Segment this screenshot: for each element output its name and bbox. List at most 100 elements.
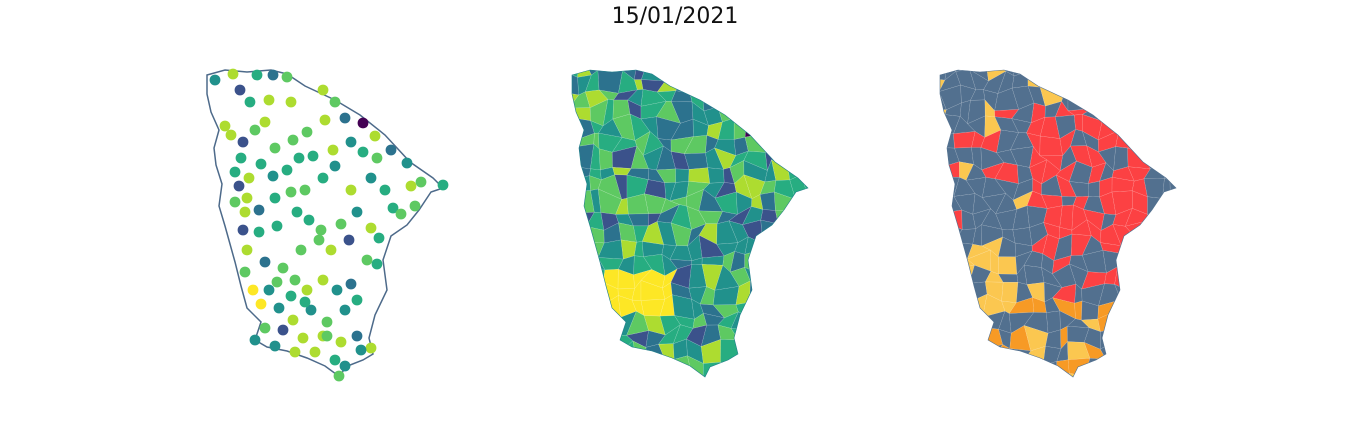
station-dot	[253, 226, 265, 238]
municipality-polygon	[560, 148, 571, 167]
municipality-polygon	[1153, 225, 1176, 245]
station-dot	[271, 276, 283, 288]
municipality-polygon	[772, 358, 796, 377]
municipality-polygon	[775, 324, 796, 351]
municipality-polygon	[1126, 269, 1151, 291]
municipality-polygon	[1074, 300, 1083, 321]
municipality-polygon	[764, 297, 779, 320]
municipality-polygon	[572, 323, 587, 345]
station-dot	[357, 146, 369, 158]
municipality-polygon	[774, 71, 795, 95]
station-dot	[371, 152, 383, 164]
municipality-polygon	[1147, 196, 1165, 215]
station-dot	[339, 304, 351, 316]
municipality-polygon	[617, 370, 633, 377]
municipality-polygon	[1139, 243, 1158, 255]
municipality-polygon	[1115, 310, 1131, 329]
station-dot	[233, 180, 245, 192]
municipality-polygon	[1139, 99, 1163, 121]
municipality-polygon	[1131, 235, 1147, 259]
station-dot	[327, 144, 339, 156]
municipality-polygon	[1001, 282, 1019, 303]
municipality-polygon	[756, 328, 778, 351]
municipality-polygon	[1109, 77, 1133, 94]
municipality-polygon	[745, 315, 766, 329]
municipality-polygon	[749, 297, 767, 321]
municipality-polygon	[1172, 87, 1176, 108]
municipality-polygon	[572, 323, 576, 345]
municipality-polygon	[775, 84, 797, 106]
municipality-polygon	[1111, 101, 1133, 122]
municipality-polygon	[665, 70, 682, 82]
municipality-polygon	[586, 311, 605, 334]
municipality-polygon	[941, 239, 961, 261]
municipality-polygon	[792, 101, 808, 125]
station-dot	[287, 314, 299, 326]
municipality-polygon	[792, 237, 808, 257]
municipality-polygon	[774, 263, 795, 288]
municipality-polygon	[572, 342, 590, 366]
station-dot	[219, 120, 231, 132]
municipality-polygon	[758, 100, 783, 123]
municipality-polygon	[572, 115, 575, 141]
municipality-polygon	[945, 268, 956, 281]
municipality-polygon	[1138, 72, 1163, 95]
municipality-polygon	[940, 369, 945, 377]
municipality-polygon	[951, 298, 977, 312]
municipality-polygon	[1038, 361, 1058, 377]
municipality-polygon	[1038, 370, 1060, 377]
municipality-polygon	[617, 355, 638, 372]
municipality-polygon	[940, 325, 948, 348]
municipality-polygon	[758, 77, 776, 93]
station-dot	[239, 266, 251, 278]
station-dot	[267, 69, 279, 81]
municipality-polygon	[583, 269, 606, 292]
municipality-polygon	[1129, 314, 1144, 329]
station-dot	[365, 172, 377, 184]
station-points-map	[195, 60, 455, 390]
station-dot	[234, 84, 246, 96]
municipality-polygon	[702, 361, 721, 377]
classified-municipal-map	[928, 60, 1188, 390]
station-dot	[209, 74, 221, 86]
station-dot	[281, 71, 293, 83]
municipality-polygon	[786, 144, 808, 171]
municipality-polygon	[1153, 70, 1176, 76]
municipality-polygon	[1171, 330, 1176, 342]
municipality-polygon	[1140, 327, 1157, 349]
municipality-polygon	[1114, 93, 1133, 106]
municipality-polygon	[777, 341, 796, 364]
municipality-polygon	[572, 176, 573, 194]
municipality-polygon	[733, 117, 747, 140]
municipality-polygon	[1140, 371, 1164, 377]
municipality-polygon	[785, 358, 808, 377]
interpolated-municipal-map	[560, 60, 820, 390]
station-dot	[255, 298, 267, 310]
municipality-polygon	[560, 296, 571, 313]
municipality-polygon	[1039, 135, 1063, 156]
station-dot	[315, 224, 327, 236]
station-dot	[259, 116, 271, 128]
station-dot	[249, 124, 261, 136]
station-dot	[285, 186, 297, 198]
municipality-polygon	[966, 327, 991, 350]
municipality-polygon	[790, 220, 808, 242]
municipality-polygon	[1153, 205, 1176, 230]
municipality-polygon	[789, 263, 808, 285]
municipality-polygon	[1178, 60, 1188, 73]
municipality-polygon	[757, 249, 778, 274]
municipality-polygon	[940, 161, 943, 178]
municipality-polygon	[952, 279, 977, 306]
station-dot	[237, 224, 249, 236]
municipality-polygon	[1158, 144, 1176, 171]
station-dot	[415, 176, 427, 188]
station-dot	[301, 126, 313, 138]
municipality-polygon	[1115, 299, 1135, 316]
municipality-polygon	[940, 235, 944, 261]
municipality-polygon	[1067, 71, 1088, 92]
municipality-polygon	[640, 355, 664, 377]
municipality-polygon	[1143, 285, 1159, 303]
station-dot	[237, 136, 249, 148]
station-dot	[299, 296, 311, 308]
municipality-polygon	[1087, 84, 1103, 111]
